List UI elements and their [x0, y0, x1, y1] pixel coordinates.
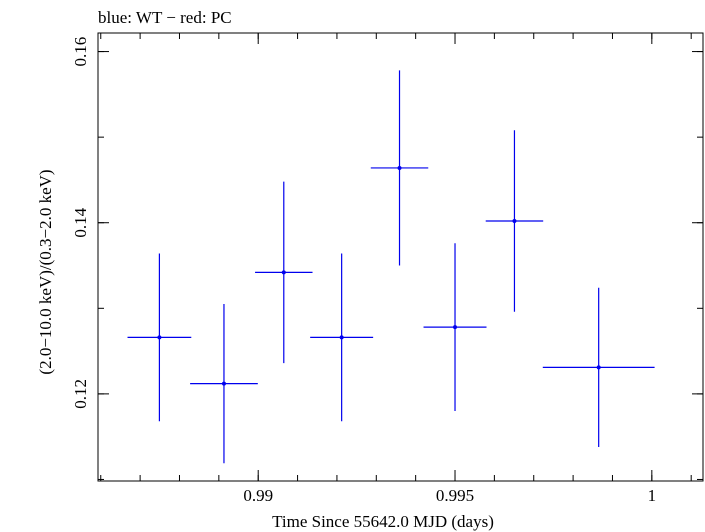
data-point	[339, 335, 344, 340]
data-point	[281, 270, 286, 275]
x-axis-label: Time Since 55642.0 MJD (days)	[272, 512, 494, 531]
y-axis-label: (2.0−10.0 keV)/(0.3−2.0 keV)	[36, 169, 55, 374]
y-tick-label: 0.16	[71, 37, 90, 67]
series-wt	[127, 70, 655, 464]
data-point	[453, 325, 458, 330]
axis-ticks	[98, 33, 703, 481]
chart-title: blue: WT − red: PC	[98, 8, 232, 27]
tick-labels: 0.99 0.995 1 0.12 0.14 0.16	[71, 37, 656, 505]
plot-frame	[97, 32, 704, 482]
data-point	[596, 365, 601, 370]
x-tick-label: 0.99	[243, 486, 273, 505]
data-point	[221, 381, 226, 386]
x-tick-label: 0.995	[436, 486, 474, 505]
data-point	[397, 165, 402, 170]
data-point	[512, 219, 517, 224]
data-point	[157, 335, 162, 340]
y-tick-label: 0.12	[71, 379, 90, 409]
x-tick-label: 1	[648, 486, 657, 505]
data-series	[127, 70, 655, 464]
y-tick-label: 0.14	[71, 207, 90, 237]
